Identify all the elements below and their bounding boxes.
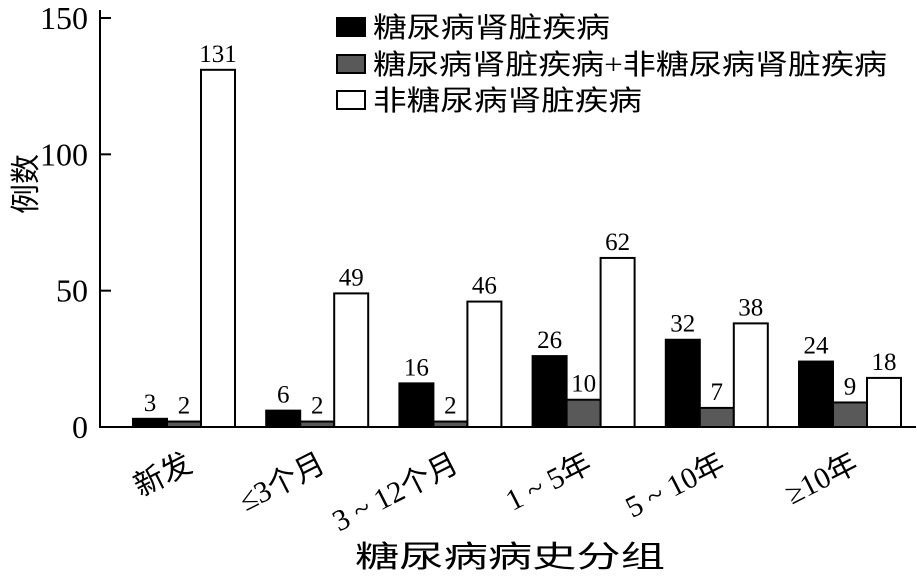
data-label-series-2-cat-6: 9 <box>844 373 857 400</box>
x-tick-label-1: 新发 <box>129 447 197 504</box>
bar-series-3-cat-6 <box>866 376 902 429</box>
legend-swatch-series-3 <box>336 90 366 110</box>
bars <box>132 68 902 429</box>
bar-series-3-cat-3 <box>466 300 503 428</box>
data-label-series-2-cat-2: 2 <box>311 393 324 420</box>
y-axis: 0 50 100 150 例数 <box>10 0 111 445</box>
data-label-series-1-cat-5: 32 <box>670 311 695 338</box>
bar-series-2-cat-5 <box>698 406 735 428</box>
y-tick-label-0: 0 <box>72 409 88 445</box>
bar-series-3-cat-1 <box>200 68 236 428</box>
bar-series-1-cat-3 <box>398 382 435 428</box>
legend-swatch-series-1 <box>336 17 366 37</box>
data-label-series-3-cat-1: 131 <box>199 41 237 68</box>
data-label-series-2-cat-3: 2 <box>444 393 457 420</box>
y-tick-label-2: 100 <box>40 136 88 172</box>
x-tick-label-6: ≥10年 <box>780 447 863 511</box>
y-ticks: 0 50 100 150 <box>40 0 111 445</box>
bar-series-3-cat-5 <box>732 322 769 428</box>
data-label-series-3-cat-6: 18 <box>872 349 897 376</box>
data-label-series-2-cat-1: 2 <box>178 393 191 420</box>
legend-item-series-3: 非糖尿病肾脏疾病 <box>336 85 642 117</box>
bar-series-1-cat-6 <box>798 360 834 428</box>
bar-series-1-cat-1 <box>132 417 168 429</box>
bar-series-1-cat-2 <box>265 409 302 429</box>
x-axis-title: 糖尿病病史分组 <box>355 541 665 574</box>
data-label-series-2-cat-5: 7 <box>711 379 724 406</box>
data-label-series-1-cat-4: 26 <box>537 327 562 354</box>
x-tick-label-4: 1 ~ 5年 <box>501 447 597 518</box>
data-label-series-3-cat-2: 49 <box>339 264 364 291</box>
y-tick-label-3: 150 <box>40 0 88 36</box>
data-label-series-3-cat-5: 38 <box>738 294 763 321</box>
x-tick-label-2: ≤3个月 <box>234 447 330 518</box>
legend-item-series-2: 糖尿病肾脏疾病+非糖尿病肾脏疾病 <box>336 49 887 81</box>
legend-label-series-3: 非糖尿病肾脏疾病 <box>373 85 642 117</box>
bar-series-2-cat-6 <box>832 401 868 428</box>
legend-swatch-series-2 <box>336 54 366 74</box>
bar-series-3-cat-4 <box>599 256 636 428</box>
data-label-series-1-cat-2: 6 <box>277 382 290 409</box>
data-label-series-1-cat-1: 3 <box>144 390 157 417</box>
bar-series-2-cat-4 <box>565 398 602 429</box>
data-label-series-3-cat-3: 46 <box>472 273 497 300</box>
x-tick-label-5: 5 ~ 10年 <box>620 447 730 525</box>
data-label-series-2-cat-4: 10 <box>571 371 596 398</box>
bar-series-1-cat-4 <box>531 355 568 428</box>
y-axis-title: 例数 <box>10 154 43 214</box>
data-label-series-1-cat-3: 16 <box>404 354 429 381</box>
legend-item-series-1: 糖尿病肾脏疾病 <box>336 12 610 44</box>
data-label-series-3-cat-4: 62 <box>605 229 630 256</box>
bar-series-3-cat-2 <box>333 292 370 429</box>
legend-label-series-1: 糖尿病肾脏疾病 <box>373 12 610 44</box>
legend: 糖尿病肾脏疾病 糖尿病肾脏疾病+非糖尿病肾脏疾病 非糖尿病肾脏疾病 <box>336 12 887 117</box>
y-tick-label-1: 50 <box>56 273 88 309</box>
legend-label-series-2: 糖尿病肾脏疾病+非糖尿病肾脏疾病 <box>373 49 887 81</box>
x-tick-label-3: 3 ~ 12个月 <box>327 447 463 538</box>
data-label-series-1-cat-6: 24 <box>804 333 830 360</box>
bar-series-1-cat-5 <box>664 338 701 429</box>
